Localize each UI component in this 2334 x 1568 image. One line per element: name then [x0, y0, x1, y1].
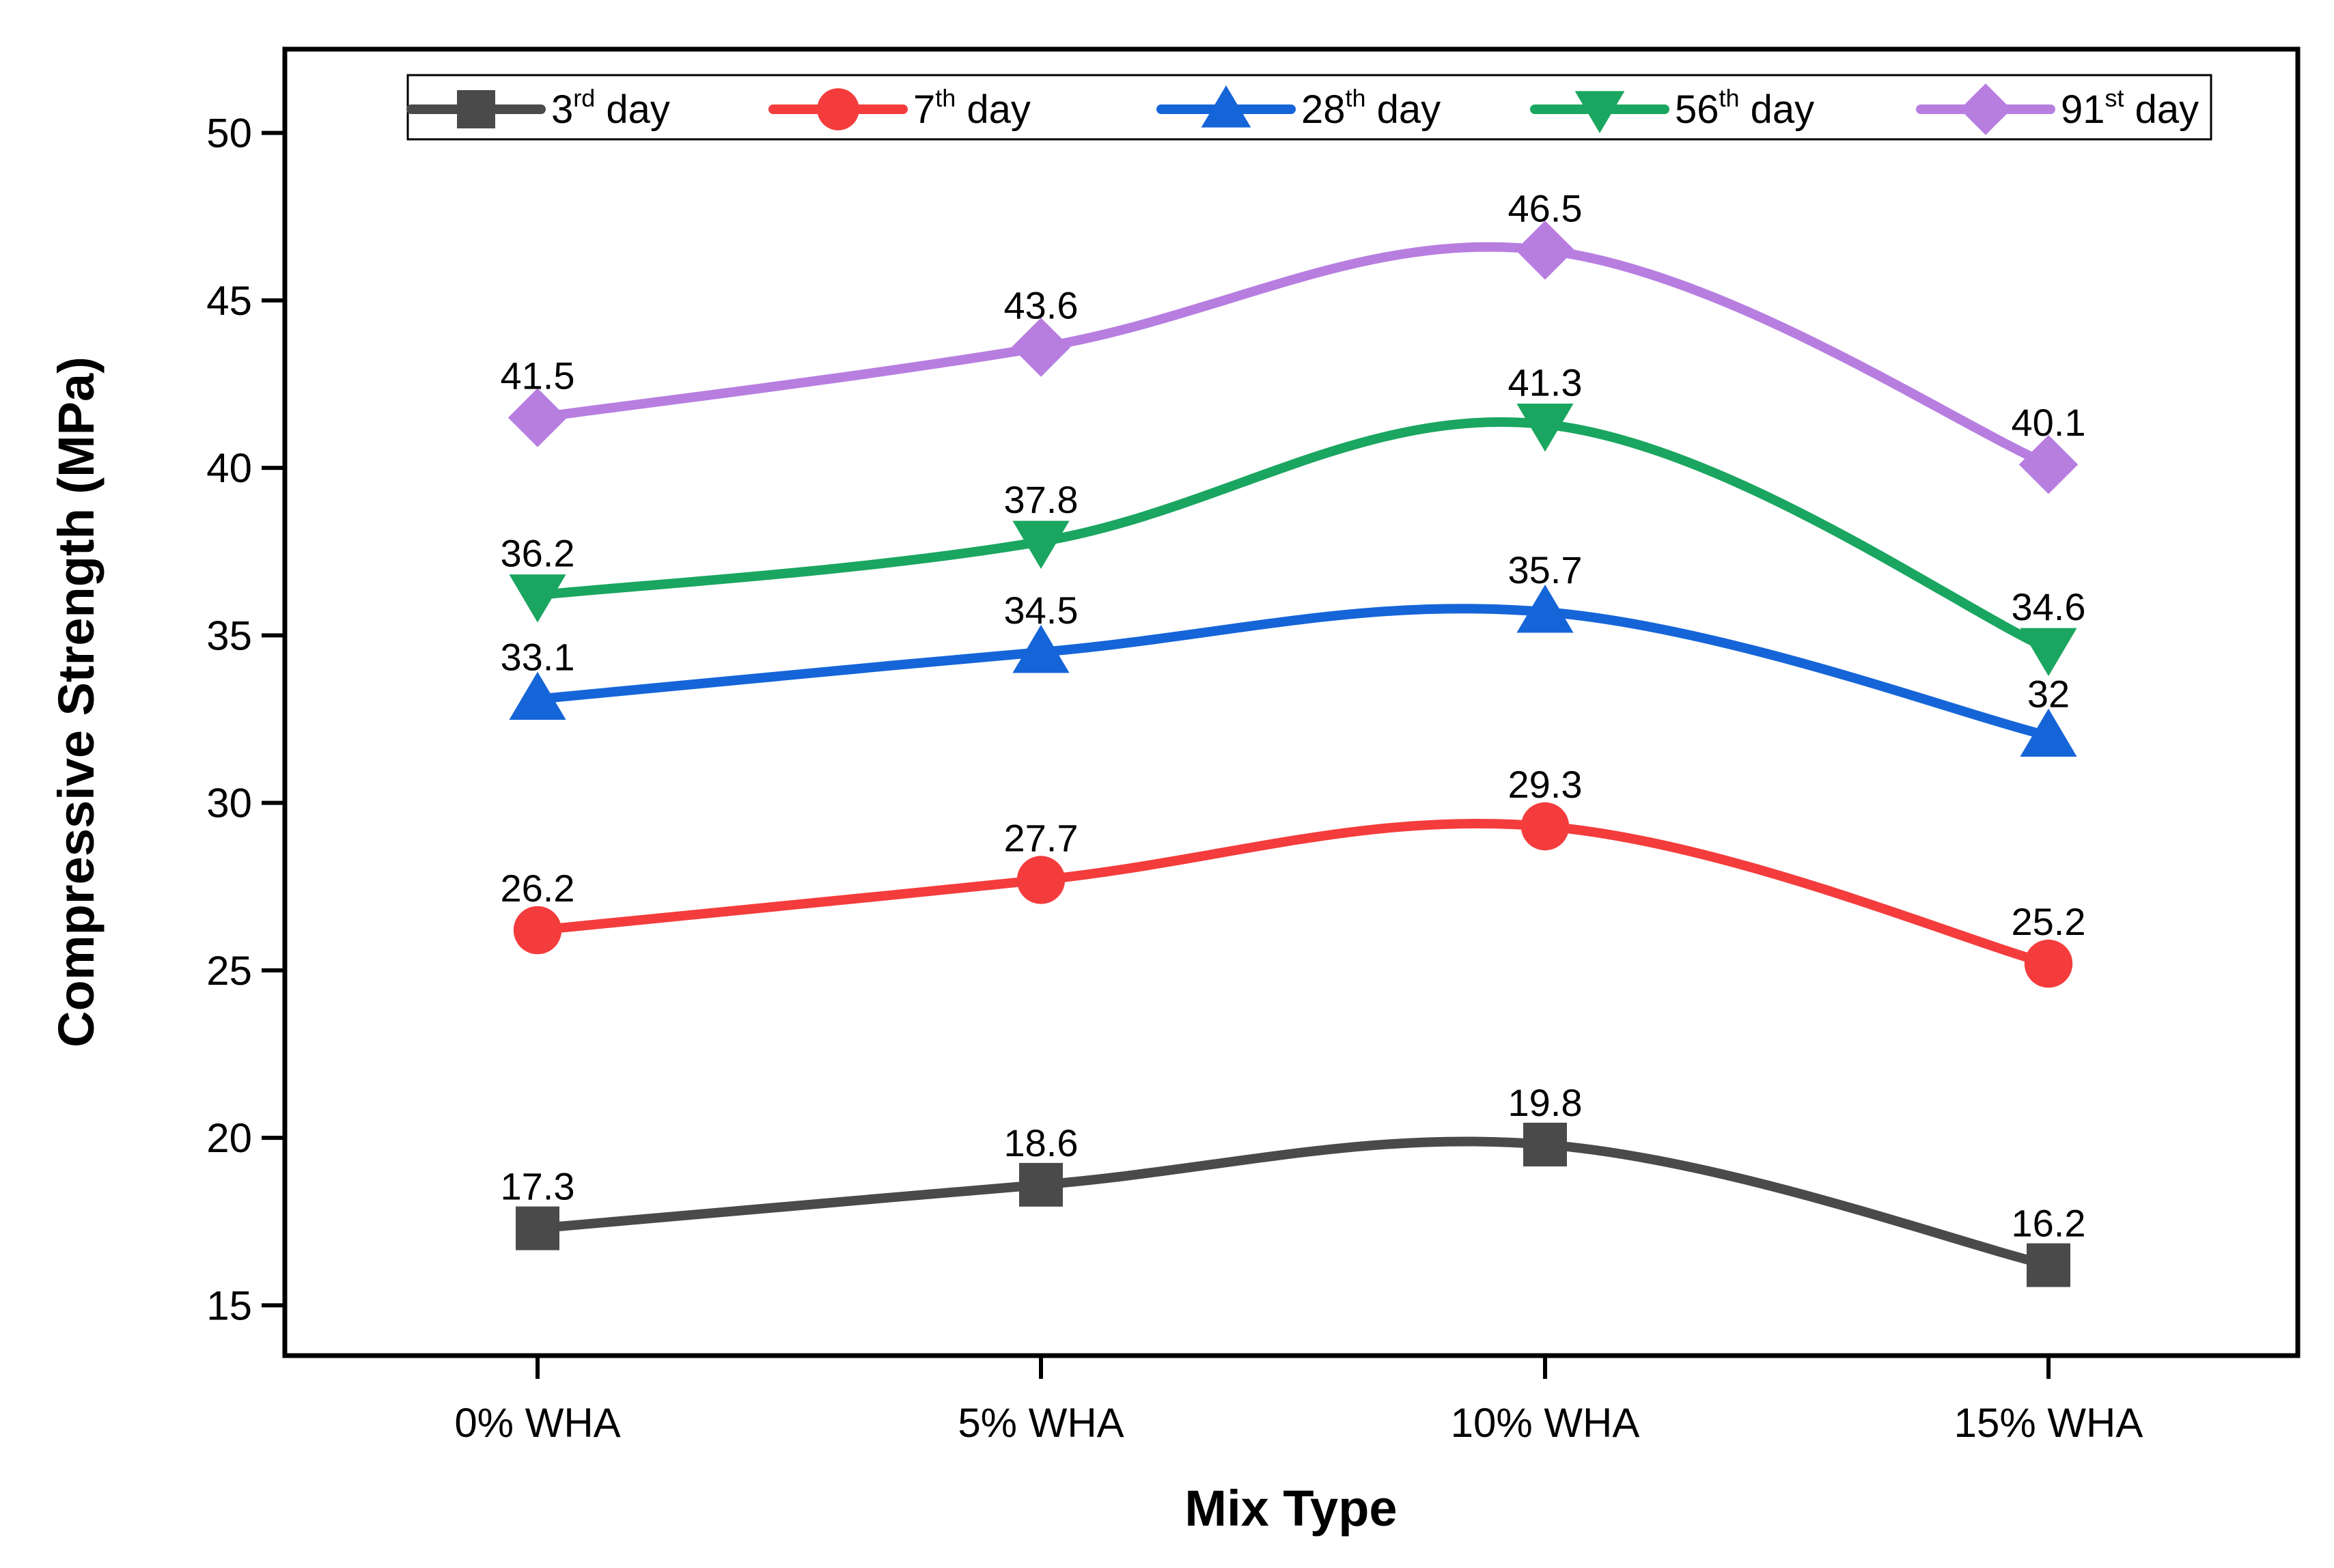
data-point-marker	[2024, 939, 2073, 988]
series-line	[533, 1136, 2053, 1270]
data-label: 46.5	[1508, 186, 1583, 229]
x-axis: 0% WHA 5% WHA 10% WHA 15% WHA	[454, 1356, 2143, 1446]
data-label: 29.3	[1508, 763, 1583, 806]
series-line	[533, 604, 2053, 741]
data-point-marker	[508, 388, 568, 447]
data-point-marker	[1016, 856, 1066, 904]
legend-marker	[457, 90, 495, 128]
data-point-marker	[516, 1206, 559, 1250]
data-label: 37.8	[1004, 478, 1079, 521]
data-label: 16.2	[2012, 1202, 2086, 1245]
data-label: 41.5	[501, 354, 575, 397]
x-tick-label: 0% WHA	[454, 1400, 620, 1446]
legend-item: 56th day	[1530, 84, 1814, 133]
legend-marker	[1201, 85, 1251, 128]
data-point-marker	[509, 574, 566, 623]
data-point-marker	[2027, 1243, 2070, 1287]
legend-item: 91st day	[1916, 83, 2199, 135]
y-tick-label: 25	[206, 948, 252, 994]
data-label: 35.7	[1508, 548, 1583, 591]
data-point-marker	[1019, 1162, 1063, 1207]
y-tick-label: 45	[206, 278, 252, 324]
y-tick-label: 30	[206, 781, 252, 826]
legend-label: 56th day	[1675, 84, 1814, 132]
legend-marker	[1574, 91, 1625, 133]
data-label: 32	[2027, 673, 2070, 716]
data-point-marker	[1515, 221, 1575, 280]
data-point-marker	[2020, 628, 2077, 677]
data-label: 18.6	[1004, 1121, 1079, 1164]
y-tick-label: 15	[206, 1283, 252, 1328]
x-axis-title: Mix Type	[1184, 1480, 1397, 1537]
data-point-marker	[1012, 624, 1070, 673]
data-label: 40.1	[2012, 401, 2086, 444]
data-point-marker	[1516, 585, 1574, 633]
legend-label: 28th day	[1301, 84, 1441, 132]
data-point-marker	[1523, 1122, 1567, 1166]
data-point-marker	[1012, 520, 1070, 570]
y-axis: 15 20 25 30 35 40 45 50	[206, 111, 285, 1328]
y-tick-label: 40	[206, 445, 252, 491]
x-tick-label: 5% WHA	[958, 1400, 1124, 1446]
data-label: 27.7	[1004, 816, 1079, 859]
data-label: 26.2	[501, 867, 575, 910]
legend-label: 91st day	[2061, 84, 2199, 132]
legend-marker	[817, 88, 859, 130]
data-label: 25.2	[2012, 900, 2086, 943]
legend-item: 3rd day	[406, 84, 670, 132]
y-tick-label: 35	[206, 613, 252, 658]
series-line	[533, 242, 2053, 470]
data-point-marker	[1011, 318, 1071, 377]
y-axis-title: Compressive Strength (MPa)	[48, 356, 105, 1048]
data-label: 19.8	[1508, 1081, 1583, 1124]
data-point-marker	[509, 671, 566, 720]
data-label: 43.6	[1004, 284, 1079, 327]
legend-label: 3rd day	[551, 84, 670, 132]
series-line	[533, 818, 2053, 969]
data-point-marker	[2018, 435, 2079, 494]
data-label: 33.1	[501, 636, 575, 679]
data-label: 17.3	[501, 1165, 575, 1208]
data-label: 34.5	[1004, 589, 1079, 632]
plot-frame	[282, 46, 2301, 1358]
legend: 3rd day 7th day 28th day 56th day 91st day	[406, 74, 2212, 141]
x-tick-label: 15% WHA	[1954, 1400, 2143, 1446]
data-label: 41.3	[1508, 361, 1583, 404]
legend-item: 28th day	[1156, 84, 1441, 132]
data-point-marker	[2020, 708, 2077, 757]
legend-item: 7th day	[768, 84, 1031, 132]
x-tick-label: 10% WHA	[1451, 1400, 1640, 1446]
data-point-marker	[513, 906, 562, 955]
y-tick-label: 50	[206, 111, 252, 156]
legend-label: 7th day	[913, 84, 1031, 132]
y-tick-label: 20	[206, 1115, 252, 1161]
data-label: 36.2	[501, 532, 575, 575]
data-label: 34.6	[2012, 585, 2086, 628]
series-layer	[508, 221, 2079, 1287]
data-labels: 17.3 18.6 19.8 16.2 26.2 27.7 29.3 25.2 33.1 34.5…	[501, 186, 2086, 1244]
data-point-marker	[1520, 802, 1570, 851]
series-line	[533, 417, 2053, 654]
data-point-marker	[1516, 403, 1574, 452]
legend-marker	[1960, 83, 2012, 135]
